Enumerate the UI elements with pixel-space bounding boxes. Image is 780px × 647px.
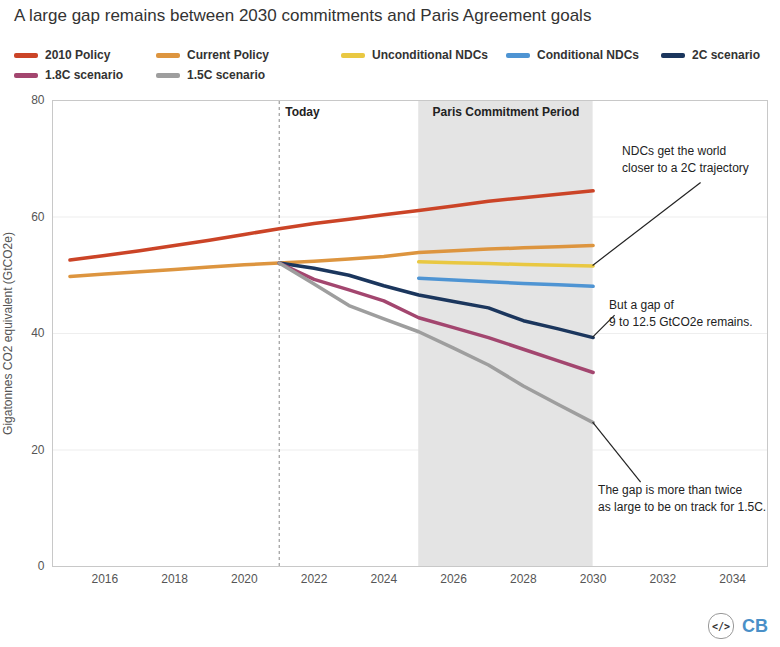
svg-text:2018: 2018 xyxy=(161,572,188,586)
html-text:2C scenario: 2C scenario xyxy=(692,48,760,62)
svg-text:NDCs get the world: NDCs get the world xyxy=(622,144,726,158)
svg-text:2024: 2024 xyxy=(370,572,397,586)
html-text:2010 Policy: 2010 Policy xyxy=(45,48,111,62)
html-text:1.8C scenario: 1.8C scenario xyxy=(45,68,123,82)
html-text:Current Policy: Current Policy xyxy=(187,48,269,62)
svg-text:Paris Commitment Period: Paris Commitment Period xyxy=(433,105,580,119)
html-text:1.5C scenario: 1.5C scenario xyxy=(187,68,265,82)
html-text:CB: CB xyxy=(742,615,768,636)
svg-text:closer to a 2C trajectory: closer to a 2C trajectory xyxy=(622,161,749,175)
svg-text:2020: 2020 xyxy=(231,572,258,586)
svg-text:as large to be on track for 1.: as large to be on track for 1.5C. xyxy=(598,500,766,514)
svg-text:40: 40 xyxy=(31,326,45,340)
svg-text:2034: 2034 xyxy=(719,572,746,586)
html-text:A large gap remains between 20: A large gap remains between 2030 commitm… xyxy=(14,6,592,25)
svg-text:80: 80 xyxy=(31,93,45,107)
html-text:Conditional NDCs: Conditional NDCs xyxy=(537,48,639,62)
svg-text:2030: 2030 xyxy=(580,572,607,586)
svg-text:Gigatonnes CO2 equivalent (GtC: Gigatonnes CO2 equivalent (GtCO2e) xyxy=(1,232,15,435)
svg-text:2028: 2028 xyxy=(510,572,537,586)
svg-text:2032: 2032 xyxy=(650,572,677,586)
svg-text:2022: 2022 xyxy=(301,572,328,586)
svg-text:2016: 2016 xyxy=(91,572,118,586)
svg-text:But a gap of: But a gap of xyxy=(609,298,674,312)
svg-text:2026: 2026 xyxy=(440,572,467,586)
svg-text:The gap is more than twice: The gap is more than twice xyxy=(598,483,742,497)
svg-text:9 to 12.5 GtCO2e remains.: 9 to 12.5 GtCO2e remains. xyxy=(609,315,752,329)
svg-text:Today: Today xyxy=(285,105,320,119)
svg-text:0: 0 xyxy=(38,559,45,573)
svg-text:60: 60 xyxy=(31,210,45,224)
svg-text:20: 20 xyxy=(31,443,45,457)
html-text:Unconditional NDCs: Unconditional NDCs xyxy=(372,48,488,62)
